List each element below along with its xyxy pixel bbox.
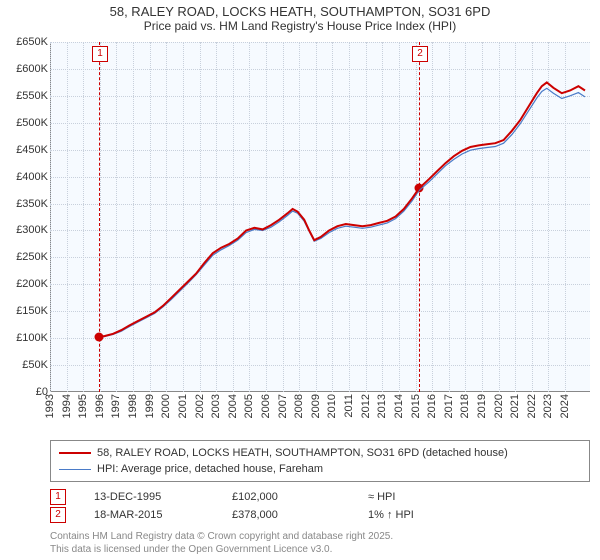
legend-row: 58, RALEY ROAD, LOCKS HEATH, SOUTHAMPTON… xyxy=(59,445,581,461)
transaction-price: £378,000 xyxy=(232,509,368,521)
x-tick-label: 2021 xyxy=(509,394,521,418)
transaction-diff: ≈ HPI xyxy=(368,491,468,503)
chart-container: 58, RALEY ROAD, LOCKS HEATH, SOUTHAMPTON… xyxy=(0,0,600,560)
transaction-row: 1 13-DEC-1995£102,000≈ HPI xyxy=(50,488,590,506)
x-tick-label: 2004 xyxy=(227,394,239,418)
x-tick-label: 2009 xyxy=(310,394,322,418)
credit: Contains HM Land Registry data © Crown c… xyxy=(50,530,590,556)
x-tick-label: 1993 xyxy=(44,394,56,418)
x-tick-label: 2014 xyxy=(393,394,405,418)
x-tick-label: 2007 xyxy=(277,394,289,418)
credit-line1: Contains HM Land Registry data © Crown c… xyxy=(50,530,590,543)
legend-label: 58, RALEY ROAD, LOCKS HEATH, SOUTHAMPTON… xyxy=(97,447,508,459)
x-tick-label: 2002 xyxy=(194,394,206,418)
y-tick-label: £250K xyxy=(16,251,48,263)
x-tick-label: 2016 xyxy=(426,394,438,418)
series-line xyxy=(99,88,585,337)
chart-area: £0£50K£100K£150K£200K£250K£300K£350K£400… xyxy=(0,42,600,430)
legend-swatch xyxy=(59,452,91,454)
series-lines xyxy=(50,42,590,392)
x-tick-label: 1996 xyxy=(94,394,106,418)
transaction-diff: 1% ↑ HPI xyxy=(368,509,468,521)
legend-row: HPI: Average price, detached house, Fare… xyxy=(59,461,581,477)
x-tick-label: 2023 xyxy=(542,394,554,418)
plot: 12 1993199419951996199719981999200020012… xyxy=(50,42,590,392)
y-tick-label: £500K xyxy=(16,117,48,129)
x-tick-label: 2020 xyxy=(493,394,505,418)
x-tick-label: 2006 xyxy=(260,394,272,418)
y-tick-label: £400K xyxy=(16,171,48,183)
x-tick-label: 2024 xyxy=(559,394,571,418)
legend: 58, RALEY ROAD, LOCKS HEATH, SOUTHAMPTON… xyxy=(50,440,590,482)
y-tick-label: £350K xyxy=(16,198,48,210)
x-tick-label: 2018 xyxy=(459,394,471,418)
x-tick-label: 2015 xyxy=(410,394,422,418)
title-address: 58, RALEY ROAD, LOCKS HEATH, SOUTHAMPTON… xyxy=(0,4,600,19)
transaction-date: 13-DEC-1995 xyxy=(94,491,232,503)
legend-swatch xyxy=(59,469,91,470)
transaction-number: 2 xyxy=(50,507,66,523)
y-tick-label: £50K xyxy=(22,359,48,371)
title-block: 58, RALEY ROAD, LOCKS HEATH, SOUTHAMPTON… xyxy=(0,0,600,35)
y-tick-label: £150K xyxy=(16,305,48,317)
y-tick-label: £100K xyxy=(16,332,48,344)
x-tick-label: 1997 xyxy=(110,394,122,418)
x-tick-label: 2010 xyxy=(326,394,338,418)
transactions-table: 1 13-DEC-1995£102,000≈ HPI 2 18-MAR-2015£37… xyxy=(50,488,590,524)
x-tick-label: 2003 xyxy=(210,394,222,418)
credit-line2: This data is licensed under the Open Gov… xyxy=(50,543,590,556)
x-tick-label: 2017 xyxy=(443,394,455,418)
x-tick-label: 1995 xyxy=(77,394,89,418)
transaction-number: 1 xyxy=(50,489,66,505)
legend-label: HPI: Average price, detached house, Fare… xyxy=(97,463,323,475)
y-tick-label: £650K xyxy=(16,36,48,48)
y-tick-label: £600K xyxy=(16,63,48,75)
x-tick-label: 1994 xyxy=(61,394,73,418)
y-tick-label: £300K xyxy=(16,224,48,236)
x-tick-label: 2005 xyxy=(243,394,255,418)
x-tick-label: 1999 xyxy=(144,394,156,418)
x-tick-label: 2008 xyxy=(293,394,305,418)
x-tick-label: 1998 xyxy=(127,394,139,418)
x-tick-label: 2000 xyxy=(160,394,172,418)
x-tick-label: 2011 xyxy=(343,394,355,418)
y-tick-label: £450K xyxy=(16,144,48,156)
x-tick-label: 2022 xyxy=(526,394,538,418)
y-tick-label: £550K xyxy=(16,90,48,102)
transaction-price: £102,000 xyxy=(232,491,368,503)
y-tick-label: £200K xyxy=(16,278,48,290)
transaction-date: 18-MAR-2015 xyxy=(94,509,232,521)
x-tick-label: 2019 xyxy=(476,394,488,418)
bottom-block: 58, RALEY ROAD, LOCKS HEATH, SOUTHAMPTON… xyxy=(50,440,590,556)
x-tick-label: 2013 xyxy=(376,394,388,418)
x-tick-label: 2001 xyxy=(177,394,189,418)
x-tick-label: 2012 xyxy=(360,394,372,418)
title-subtitle: Price paid vs. HM Land Registry's House … xyxy=(0,19,600,33)
transaction-row: 2 18-MAR-2015£378,0001% ↑ HPI xyxy=(50,506,590,524)
